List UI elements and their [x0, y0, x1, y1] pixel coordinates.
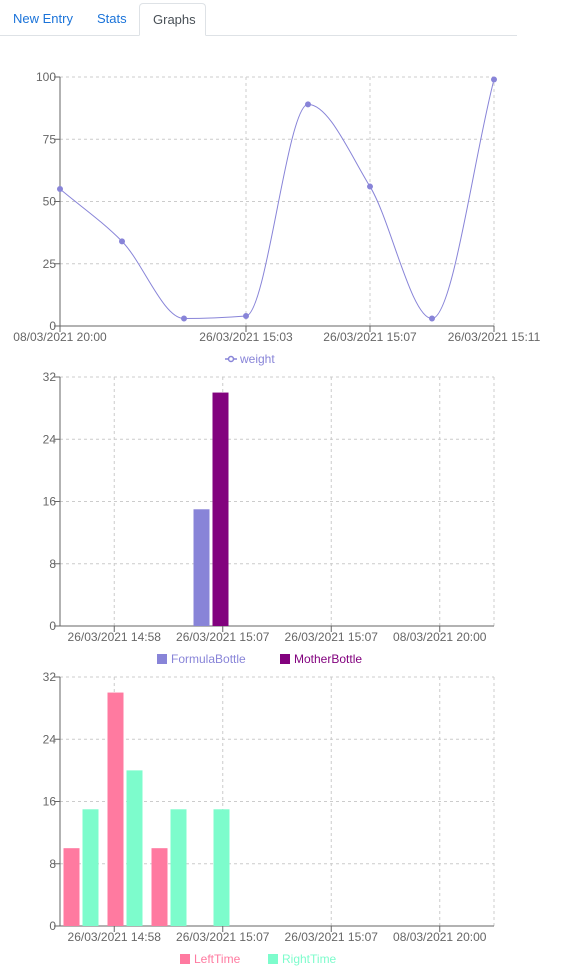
legend-label-righttime: RightTime — [282, 952, 337, 966]
grid — [60, 676, 495, 927]
x-tick-label: 26/03/2021 15:07 — [176, 630, 270, 644]
tab-bar: New Entry Stats Graphs — [0, 0, 517, 36]
weight-point — [119, 238, 125, 245]
bar-righttime — [126, 770, 143, 926]
legend-swatch-icon — [268, 954, 278, 964]
x-tick-label: 26/03/2021 14:58 — [68, 930, 162, 944]
x-tick-label: 26/03/2021 15:11 — [448, 330, 541, 344]
tab-graphs[interactable]: Graphs — [139, 3, 206, 36]
legend-line-icon — [227, 355, 235, 363]
legend-label-motherbottle: MotherBottle — [294, 652, 362, 666]
y-tick-label: 24 — [43, 732, 57, 746]
legend-label-formulabottle: FormulaBottle — [171, 652, 246, 666]
y-tick-label: 100 — [36, 70, 56, 84]
y-tick-label: 0 — [49, 619, 56, 633]
grid — [59, 76, 495, 327]
y-tick-label: 50 — [43, 195, 57, 209]
bar-righttime — [213, 809, 230, 926]
y-tick-label: 32 — [43, 370, 57, 384]
y-tick-label: 24 — [43, 432, 57, 446]
x-tick-label: 08/03/2021 20:00 — [13, 330, 107, 344]
x-tick-label: 26/03/2021 14:58 — [68, 630, 162, 644]
weight-point — [491, 76, 497, 83]
x-tick-label: 26/03/2021 15:07 — [285, 930, 379, 944]
y-tick-label: 32 — [43, 670, 57, 684]
y-tick-label: 16 — [43, 795, 57, 809]
legend-label-weight: weight — [239, 352, 275, 366]
weight-point — [429, 315, 435, 322]
y-tick-label: 0 — [49, 919, 56, 933]
x-tick-label: 26/03/2021 15:07 — [176, 930, 270, 944]
weight-point — [243, 313, 249, 320]
weight-point — [305, 101, 311, 108]
bar-formulabottle — [193, 509, 210, 626]
x-tick-label: 26/03/2021 15:07 — [323, 330, 417, 344]
legend: FormulaBottle MotherBottle — [157, 652, 362, 666]
tab-stats[interactable]: Stats — [97, 11, 127, 26]
weight-line-chart: 0 25 50 75 100 08/03/2021 20:00 26/03/2021 15:… — [13, 70, 541, 366]
y-tick-label: 75 — [43, 132, 57, 146]
y-tick-label: 25 — [43, 257, 57, 271]
bar-lefttime — [63, 848, 80, 926]
y-tick-label: 0 — [49, 319, 56, 333]
legend-swatch-icon — [280, 654, 290, 664]
y-tick-label: 8 — [49, 557, 56, 571]
weight-series-line — [59, 79, 495, 320]
tab-new-entry[interactable]: New Entry — [13, 11, 73, 26]
weight-point — [57, 186, 63, 193]
x-tick-label: 08/03/2021 20:00 — [393, 930, 487, 944]
bar-motherbottle — [212, 392, 229, 626]
legend-label-lefttime: LeftTime — [194, 952, 241, 966]
bar-righttime — [82, 809, 99, 926]
x-tick-label: 26/03/2021 15:07 — [285, 630, 379, 644]
bottle-bar-chart: 0 8 16 24 32 26/03/2021 14:58 26/03/2021 15:07… — [43, 370, 495, 666]
bar-lefttime — [151, 848, 168, 926]
x-tick-label: 26/03/2021 15:03 — [199, 330, 293, 344]
legend: weight — [225, 352, 275, 366]
y-tick-label: 16 — [43, 495, 57, 509]
y-tick-label: 8 — [49, 857, 56, 871]
legend: LeftTime RightTime — [180, 952, 337, 966]
bar-righttime — [170, 809, 187, 926]
bar-lefttime — [107, 692, 124, 926]
feeding-time-bar-chart: 0 8 16 24 32 26/03/2021 14:58 26/03/2021 15:07… — [43, 670, 495, 966]
grid — [60, 376, 495, 627]
weight-point — [181, 315, 187, 322]
legend-swatch-icon — [180, 954, 190, 964]
legend-swatch-icon — [157, 654, 167, 664]
weight-point — [367, 183, 373, 190]
x-tick-label: 08/03/2021 20:00 — [393, 630, 487, 644]
